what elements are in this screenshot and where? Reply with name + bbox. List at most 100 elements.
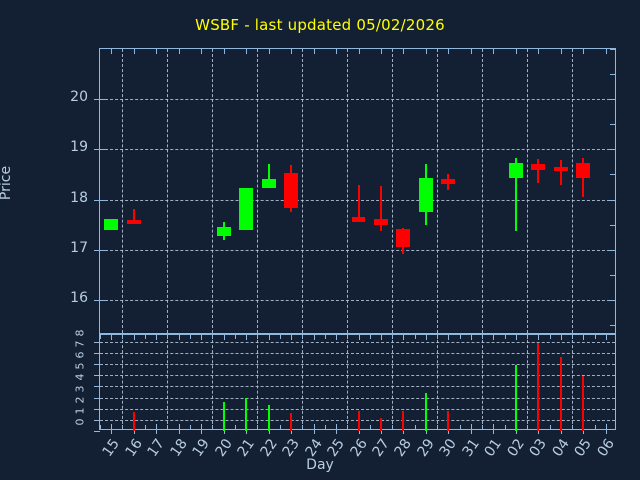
volume-gridline-vertical [167, 335, 169, 429]
price-minor-tick [610, 149, 615, 151]
volume-gridline-vertical [482, 335, 484, 429]
day-tick [380, 429, 382, 434]
day-tick-inner [201, 424, 203, 429]
day-minor-tick-top [122, 335, 124, 339]
day-tick-inner [605, 424, 607, 429]
price-gridline [100, 299, 615, 301]
volume-bar [132, 412, 135, 431]
price-gridline-vertical [257, 49, 259, 333]
volume-bar [514, 365, 517, 431]
day-tick-inner [178, 424, 180, 429]
price-top-tick [291, 49, 293, 54]
price-gridline-vertical [482, 49, 484, 333]
day-tick-top [425, 335, 427, 340]
day-minor-tick-bottom [594, 425, 596, 429]
price-tick-label: 17 [70, 239, 88, 256]
day-tick [223, 429, 225, 434]
volume-bar [379, 417, 382, 431]
day-tick-top [246, 335, 248, 340]
volume-gridline-vertical [437, 335, 439, 429]
volume-bar [402, 410, 405, 431]
day-tick [470, 429, 472, 434]
day-tick-top [470, 335, 472, 340]
volume-gridline [100, 352, 615, 354]
price-top-tick [493, 49, 495, 54]
day-minor-tick-bottom [257, 425, 259, 429]
day-tick-top [336, 335, 338, 340]
day-tick-top [583, 335, 585, 340]
day-minor-tick-top [369, 335, 371, 339]
candle-body [508, 163, 523, 179]
price-gridline-vertical [122, 49, 124, 333]
candle-wick [379, 186, 382, 231]
price-top-tick [201, 49, 203, 54]
day-minor-tick-top [212, 335, 214, 339]
volume-bar [582, 376, 585, 431]
price-top-tick [583, 49, 585, 54]
price-top-tick [605, 49, 607, 54]
volume-gridline [100, 364, 615, 366]
candle-body [531, 164, 546, 171]
day-minor-tick-bottom [347, 425, 349, 429]
day-minor-tick-bottom [144, 425, 146, 429]
volume-bar [559, 357, 562, 431]
volume-gridline [100, 341, 615, 343]
price-top-tick [268, 49, 270, 54]
volume-tick [94, 375, 100, 377]
price-minor-tick [610, 224, 615, 226]
day-tick-top [515, 335, 517, 340]
price-minor-tick [610, 274, 615, 276]
volume-gridline-vertical [572, 335, 574, 429]
price-top-tick [313, 49, 315, 54]
volume-gridline-vertical [122, 335, 124, 429]
day-tick-inner [156, 424, 158, 429]
price-gridline-vertical [302, 49, 304, 333]
day-tick-top [133, 335, 135, 340]
price-tick-inner [100, 249, 105, 251]
price-minor-tick [610, 324, 615, 326]
volume-bar [537, 342, 540, 431]
day-minor-tick-top [459, 335, 461, 339]
volume-bar [447, 410, 450, 431]
day-tick-top [403, 335, 405, 340]
chart-title: WSBF - last updated 05/02/2026 [195, 16, 445, 34]
day-minor-tick-bottom [459, 425, 461, 429]
day-tick-top [493, 335, 495, 340]
day-minor-tick-bottom [504, 425, 506, 429]
day-minor-tick-bottom [302, 425, 304, 429]
price-gridline-vertical [527, 49, 529, 333]
price-tick-inner [100, 99, 105, 101]
candle-body [216, 227, 231, 236]
price-gridline [100, 149, 615, 151]
day-minor-tick-top [100, 335, 101, 339]
day-tick [560, 429, 562, 434]
day-minor-tick-top [347, 335, 349, 339]
candle-body [126, 219, 141, 224]
price-gridline-vertical [212, 49, 214, 333]
day-minor-tick-bottom [167, 425, 169, 429]
day-tick-top [605, 335, 607, 340]
day-minor-tick-top [572, 335, 574, 339]
volume-gridline-vertical [257, 335, 259, 429]
day-tick-top [156, 335, 158, 340]
price-top-tick [403, 49, 405, 54]
day-tick-top [380, 335, 382, 340]
volume-tick [94, 364, 100, 366]
price-plot-area [94, 48, 616, 334]
candle-body [418, 178, 433, 212]
day-tick-top [178, 335, 180, 340]
day-tick-inner [470, 424, 472, 429]
day-minor-tick-bottom [122, 425, 124, 429]
price-tick-label: 20 [70, 89, 88, 106]
day-minor-tick-top [144, 335, 146, 339]
day-tick [515, 429, 517, 434]
price-top-tick [178, 49, 180, 54]
day-tick-top [313, 335, 315, 340]
volume-bar [424, 393, 427, 431]
volume-gridline-vertical [302, 335, 304, 429]
day-minor-tick-bottom [527, 425, 529, 429]
day-minor-tick-bottom [234, 425, 236, 429]
candle-wick [537, 159, 540, 184]
price-top-tick [246, 49, 248, 54]
day-tick [268, 429, 270, 434]
